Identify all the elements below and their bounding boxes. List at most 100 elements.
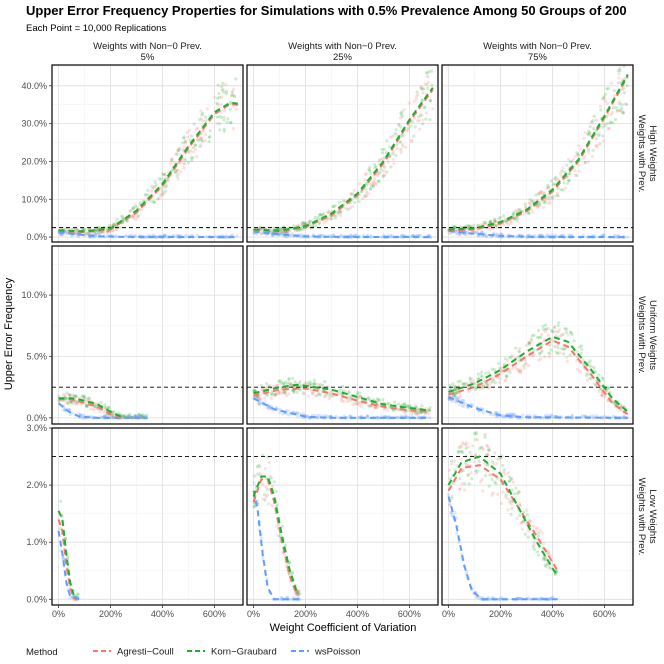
data-point xyxy=(139,207,144,211)
data-point xyxy=(618,109,622,113)
data-point xyxy=(318,393,322,397)
data-point xyxy=(292,595,296,599)
data-point xyxy=(285,595,290,599)
data-point xyxy=(220,88,224,92)
data-point xyxy=(351,402,355,406)
data-point xyxy=(537,597,541,601)
data-point xyxy=(527,529,531,533)
data-point xyxy=(625,84,629,88)
data-point xyxy=(175,174,179,178)
data-point xyxy=(331,204,335,208)
data-point xyxy=(260,390,264,394)
data-point xyxy=(278,226,282,231)
data-point xyxy=(278,227,283,231)
data-point xyxy=(586,133,591,137)
data-point xyxy=(590,154,595,159)
data-point xyxy=(76,235,81,239)
data-point xyxy=(494,223,499,228)
data-point xyxy=(316,413,320,418)
data-point xyxy=(494,232,498,236)
data-point xyxy=(509,221,513,225)
data-point xyxy=(395,143,399,147)
data-point xyxy=(550,328,554,333)
data-point xyxy=(503,219,508,223)
data-point xyxy=(191,155,195,160)
data-point xyxy=(600,376,604,380)
data-point xyxy=(202,129,206,133)
data-point xyxy=(597,389,601,393)
data-point xyxy=(191,145,196,150)
data-point xyxy=(170,159,174,163)
data-point xyxy=(538,351,542,355)
data-point xyxy=(612,93,616,98)
data-point xyxy=(198,145,202,149)
data-point xyxy=(277,523,281,527)
data-point xyxy=(492,217,497,221)
data-point xyxy=(64,537,68,541)
data-point xyxy=(573,154,577,158)
data-point xyxy=(619,403,623,407)
data-point xyxy=(64,230,68,234)
data-point xyxy=(121,414,125,418)
data-point xyxy=(318,213,322,218)
series-line xyxy=(253,87,434,232)
data-point xyxy=(260,228,264,232)
data-point xyxy=(509,355,513,359)
data-point xyxy=(517,596,521,601)
data-point xyxy=(603,92,608,96)
data-point xyxy=(617,100,621,104)
data-point xyxy=(429,235,433,239)
data-point xyxy=(510,415,514,419)
data-point xyxy=(373,177,377,181)
data-point xyxy=(494,234,498,238)
data-point xyxy=(315,416,319,420)
data-point xyxy=(295,593,300,597)
data-point xyxy=(462,442,467,446)
data-point xyxy=(598,387,602,391)
data-point xyxy=(355,402,360,406)
data-point xyxy=(416,93,420,97)
data-point xyxy=(162,191,166,195)
data-point xyxy=(229,94,234,98)
data-point xyxy=(235,234,239,238)
data-point xyxy=(67,393,71,397)
data-point xyxy=(339,233,343,237)
data-point xyxy=(483,221,487,225)
data-point xyxy=(255,232,259,236)
data-point xyxy=(406,126,410,130)
data-point xyxy=(133,414,138,418)
data-point xyxy=(366,416,370,420)
series-line xyxy=(252,478,298,594)
data-point xyxy=(399,235,404,239)
data-point xyxy=(370,184,374,188)
data-point xyxy=(458,487,462,491)
data-point xyxy=(146,188,150,192)
data-point xyxy=(369,186,373,190)
data-point xyxy=(307,220,311,224)
data-point xyxy=(394,153,398,158)
data-point xyxy=(368,171,372,175)
row-strip-label: Weights with Prev. xyxy=(636,296,647,374)
data-point xyxy=(541,324,545,329)
data-point xyxy=(508,356,512,360)
data-point xyxy=(487,484,491,488)
data-point xyxy=(130,214,134,218)
data-point xyxy=(229,121,233,125)
data-point xyxy=(618,61,621,64)
data-point xyxy=(318,392,322,397)
data-point xyxy=(316,416,320,420)
data-point xyxy=(419,113,423,117)
data-point xyxy=(192,150,196,154)
data-point xyxy=(448,503,452,507)
data-point xyxy=(517,597,521,601)
data-point xyxy=(80,227,85,231)
data-point xyxy=(102,231,106,235)
data-point xyxy=(378,170,382,174)
data-point xyxy=(175,152,179,156)
data-point xyxy=(298,385,302,389)
data-point xyxy=(325,210,330,215)
data-point xyxy=(295,590,299,595)
data-point xyxy=(349,191,353,196)
data-point xyxy=(267,460,271,465)
data-point xyxy=(620,57,623,60)
